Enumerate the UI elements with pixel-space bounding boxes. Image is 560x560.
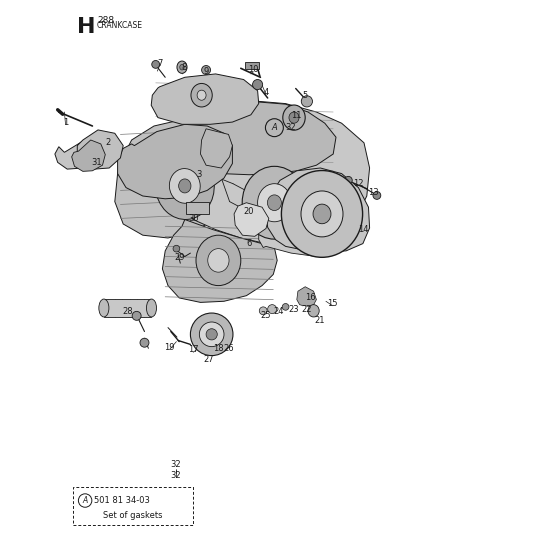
- Ellipse shape: [155, 152, 214, 220]
- Circle shape: [253, 80, 263, 90]
- Circle shape: [199, 322, 224, 347]
- Circle shape: [268, 305, 277, 314]
- Ellipse shape: [169, 169, 200, 203]
- Text: Set of gaskets: Set of gaskets: [103, 511, 163, 520]
- Polygon shape: [185, 102, 336, 175]
- Text: 11: 11: [292, 111, 302, 120]
- Text: 32: 32: [171, 471, 181, 480]
- Text: 20: 20: [244, 207, 254, 216]
- Bar: [104, 299, 151, 317]
- Polygon shape: [297, 287, 316, 307]
- Ellipse shape: [208, 249, 229, 272]
- Circle shape: [282, 304, 289, 310]
- Text: 13: 13: [368, 188, 379, 197]
- Text: 1: 1: [63, 118, 68, 127]
- Text: 21: 21: [315, 316, 325, 325]
- Text: 17: 17: [188, 346, 198, 354]
- Text: 25: 25: [260, 311, 270, 320]
- Text: 14: 14: [358, 225, 368, 234]
- Text: 27: 27: [203, 355, 213, 364]
- Text: 31: 31: [92, 158, 102, 167]
- Circle shape: [190, 313, 233, 356]
- Text: 29: 29: [175, 253, 185, 262]
- Polygon shape: [118, 124, 232, 199]
- Circle shape: [206, 329, 217, 340]
- Text: 22: 22: [302, 305, 312, 314]
- Circle shape: [173, 245, 180, 252]
- Circle shape: [132, 311, 141, 320]
- Ellipse shape: [258, 184, 291, 222]
- Bar: [245, 62, 259, 69]
- Polygon shape: [162, 220, 277, 302]
- Text: 26: 26: [223, 344, 234, 353]
- Text: 19: 19: [165, 343, 175, 352]
- Text: 8: 8: [181, 63, 187, 72]
- Text: 10: 10: [248, 66, 258, 74]
- Text: 18: 18: [213, 344, 223, 353]
- Text: 2: 2: [105, 138, 111, 147]
- Polygon shape: [151, 74, 259, 124]
- Text: 28: 28: [123, 307, 133, 316]
- Text: 12: 12: [353, 179, 363, 188]
- Polygon shape: [72, 140, 105, 171]
- Polygon shape: [77, 130, 123, 169]
- Text: H: H: [77, 17, 96, 37]
- Ellipse shape: [147, 299, 157, 317]
- Circle shape: [202, 66, 211, 74]
- Ellipse shape: [289, 112, 299, 123]
- Ellipse shape: [196, 235, 241, 286]
- Text: 9: 9: [203, 67, 209, 76]
- Circle shape: [349, 217, 357, 225]
- Text: 501 81 34-03: 501 81 34-03: [94, 496, 150, 505]
- Ellipse shape: [99, 299, 109, 317]
- Text: A: A: [271, 123, 277, 132]
- Text: 6: 6: [246, 239, 252, 248]
- Text: 23: 23: [288, 305, 298, 314]
- Text: CRANKCASE: CRANKCASE: [97, 21, 143, 30]
- Text: 15: 15: [328, 299, 338, 308]
- Ellipse shape: [191, 83, 212, 107]
- Polygon shape: [115, 118, 252, 238]
- Circle shape: [152, 60, 160, 68]
- Text: 7: 7: [157, 59, 162, 68]
- Circle shape: [140, 338, 149, 347]
- Ellipse shape: [281, 171, 363, 258]
- Circle shape: [373, 192, 381, 199]
- Text: 5: 5: [302, 91, 308, 100]
- Text: 32: 32: [171, 460, 181, 469]
- Circle shape: [344, 176, 352, 184]
- Ellipse shape: [197, 90, 206, 100]
- Text: 16: 16: [306, 293, 316, 302]
- Polygon shape: [55, 141, 101, 169]
- Polygon shape: [259, 192, 352, 256]
- Bar: [186, 202, 209, 214]
- Polygon shape: [174, 101, 370, 246]
- Text: 288: 288: [97, 16, 114, 25]
- Polygon shape: [234, 203, 269, 236]
- Text: A: A: [82, 496, 88, 505]
- Text: 32: 32: [286, 123, 296, 132]
- Polygon shape: [200, 129, 232, 168]
- Ellipse shape: [301, 191, 343, 237]
- Text: 3: 3: [197, 170, 202, 179]
- Ellipse shape: [283, 105, 305, 130]
- Text: 24: 24: [273, 307, 283, 316]
- Ellipse shape: [313, 204, 331, 224]
- Text: 30: 30: [189, 214, 199, 223]
- Polygon shape: [266, 168, 370, 252]
- Ellipse shape: [308, 305, 319, 317]
- Ellipse shape: [242, 166, 306, 239]
- Ellipse shape: [180, 64, 184, 70]
- Text: 4: 4: [263, 88, 269, 97]
- Ellipse shape: [179, 179, 191, 193]
- Circle shape: [259, 307, 267, 315]
- Ellipse shape: [177, 61, 187, 73]
- Circle shape: [301, 96, 312, 107]
- Ellipse shape: [267, 195, 281, 211]
